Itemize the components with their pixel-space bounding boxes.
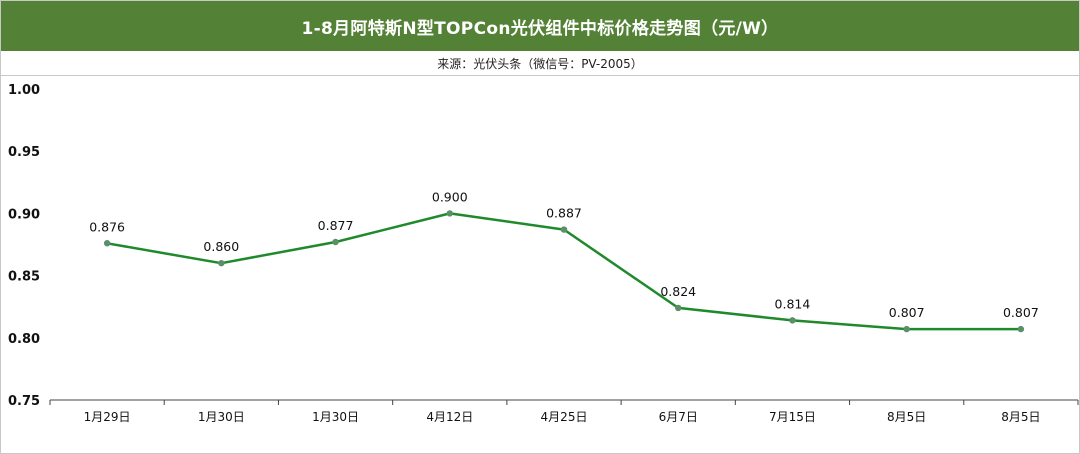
- x-axis-labels: 1月29日 1月30日 1月30日 4月12日 4月25日 6月7日 7月15日 8月5日 8月…: [84, 410, 1041, 424]
- data-point: [675, 304, 682, 312]
- chart-title: 1-8月阿特斯N型TOPCon光伏组件中标价格走势图（元/W）: [1, 1, 1079, 51]
- x-axis-tickmarks: [49, 400, 1079, 405]
- x-tick-label: 4月25日: [541, 410, 588, 424]
- data-label: 0.807: [1003, 305, 1039, 320]
- y-tick-label: 0.75: [8, 394, 40, 409]
- y-axis-ticks: 0.75 0.80 0.85 0.90 0.95 1.00: [8, 83, 40, 409]
- data-label: 0.807: [889, 305, 925, 320]
- data-point: [332, 238, 339, 246]
- data-label: 0.887: [546, 206, 582, 221]
- x-tick-label: 8月5日: [1001, 410, 1040, 424]
- series-markers: [103, 210, 1025, 333]
- x-tick-label: 1月30日: [312, 410, 359, 424]
- data-label: 0.877: [318, 218, 354, 233]
- data-labels: 0.876 0.860 0.877 0.900 0.887 0.824 0.814 0.807…: [89, 189, 1039, 320]
- x-tick-label: 7月15日: [769, 410, 816, 424]
- data-point: [103, 240, 111, 247]
- x-tick-label: 6月7日: [659, 410, 698, 424]
- y-tick-label: 0.95: [8, 145, 40, 160]
- y-tick-label: 0.85: [8, 270, 40, 285]
- x-tick-label: 1月29日: [84, 410, 131, 424]
- chart-subtitle: 来源：光伏头条（微信号：PV-2005）: [437, 56, 643, 71]
- subtitle-divider: [1, 75, 1079, 76]
- y-tick-label: 0.80: [8, 332, 40, 347]
- data-point: [789, 317, 796, 324]
- data-point: [218, 259, 225, 267]
- data-point: [560, 226, 568, 233]
- data-label: 0.900: [432, 189, 468, 204]
- y-tick-label: 0.90: [8, 207, 40, 222]
- data-label: 0.824: [660, 284, 696, 299]
- data-label: 0.876: [89, 219, 125, 234]
- data-point: [903, 325, 910, 333]
- x-tick-label: 8月5日: [887, 410, 926, 424]
- data-label: 0.814: [775, 296, 811, 311]
- data-label: 0.860: [203, 239, 239, 254]
- x-tick-label: 4月12日: [426, 410, 473, 424]
- data-point: [446, 210, 453, 217]
- data-point: [1017, 325, 1025, 333]
- y-tick-label: 1.00: [8, 83, 40, 98]
- x-tick-label: 1月30日: [198, 410, 245, 424]
